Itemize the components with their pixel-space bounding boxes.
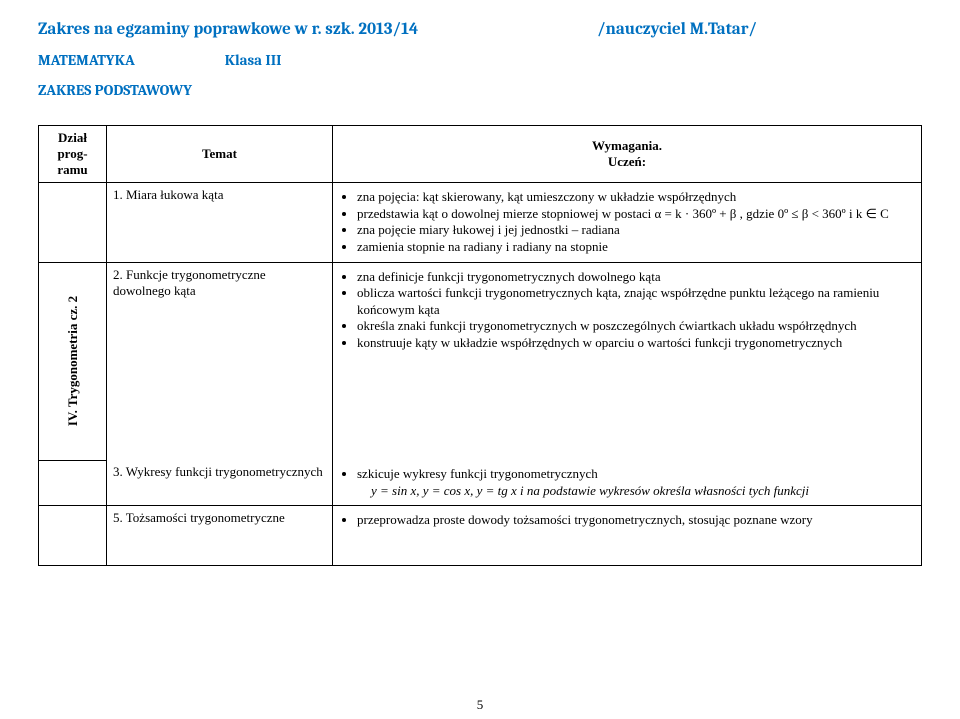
- doc-title: Zakres na egzaminy poprawkowe w r. szk. …: [38, 20, 418, 39]
- req-cell: zna pojęcia: kąt skierowany, kąt umieszc…: [333, 183, 922, 263]
- req-item: zna pojęcia: kąt skierowany, kąt umieszc…: [357, 189, 915, 206]
- section-cell-blank: [39, 506, 107, 566]
- req-item: konstruuje kąty w układzie współrzędnych…: [357, 335, 915, 352]
- req-cell: szkicuje wykresy funkcji trygonometryczn…: [333, 460, 922, 506]
- req-item: oblicza wartości funkcji trygonometryczn…: [357, 285, 915, 318]
- formula-text: y = sin x, y = cos x, y = tg x i na pods…: [371, 483, 809, 498]
- doc-teacher: /nauczyciel M.Tatar/: [597, 20, 922, 39]
- requirements-table: Dział prog- ramu Temat Wymagania. Uczeń:…: [38, 125, 922, 566]
- topic-cell: 1. Miara łukowa kąta: [107, 183, 333, 263]
- req-item: szkicuje wykresy funkcji trygonometryczn…: [357, 466, 915, 499]
- table-row: 5. Tożsamości trygonometryczne przeprowa…: [39, 506, 922, 566]
- section-cell-label: IV. Trygonometria cz. 2: [39, 262, 107, 460]
- class-label: Klasa III: [225, 51, 282, 69]
- topic-cell: 5. Tożsamości trygonometryczne: [107, 506, 333, 566]
- req-item: przeprowadza proste dowody tożsamości tr…: [357, 512, 915, 529]
- subject-label: MATEMATYKA: [38, 51, 135, 69]
- section-cell-blank: [39, 460, 107, 506]
- scope-label: ZAKRES PODSTAWOWY: [38, 81, 922, 99]
- req-item: określa znaki funkcji trygonometrycznych…: [357, 318, 915, 335]
- table-row: 3. Wykresy funkcji trygonometrycznych sz…: [39, 460, 922, 506]
- req-item: zna pojęcie miary łukowej i jej jednostk…: [357, 222, 915, 239]
- topic-cell: 3. Wykresy funkcji trygonometrycznych: [107, 460, 333, 506]
- section-vertical-label: IV. Trygonometria cz. 2: [65, 296, 81, 426]
- req-item: przedstawia kąt o dowolnej mierze stopni…: [357, 206, 915, 223]
- req-cell: zna definicje funkcji trygonometrycznych…: [333, 262, 922, 460]
- col-header-section: Dział prog- ramu: [39, 126, 107, 183]
- page-number: 5: [0, 697, 960, 713]
- req-cell: przeprowadza proste dowody tożsamości tr…: [333, 506, 922, 566]
- req-item: zamienia stopnie na radiany i radiany na…: [357, 239, 915, 256]
- topic-cell: 2. Funkcje trygonometryczne dowolnego ką…: [107, 262, 333, 460]
- req-item: zna definicje funkcji trygonometrycznych…: [357, 269, 915, 286]
- section-cell-blank: [39, 183, 107, 263]
- table-row: 1. Miara łukowa kąta zna pojęcia: kąt sk…: [39, 183, 922, 263]
- table-row: IV. Trygonometria cz. 2 2. Funkcje trygo…: [39, 262, 922, 460]
- col-header-req: Wymagania. Uczeń:: [333, 126, 922, 183]
- col-header-topic: Temat: [107, 126, 333, 183]
